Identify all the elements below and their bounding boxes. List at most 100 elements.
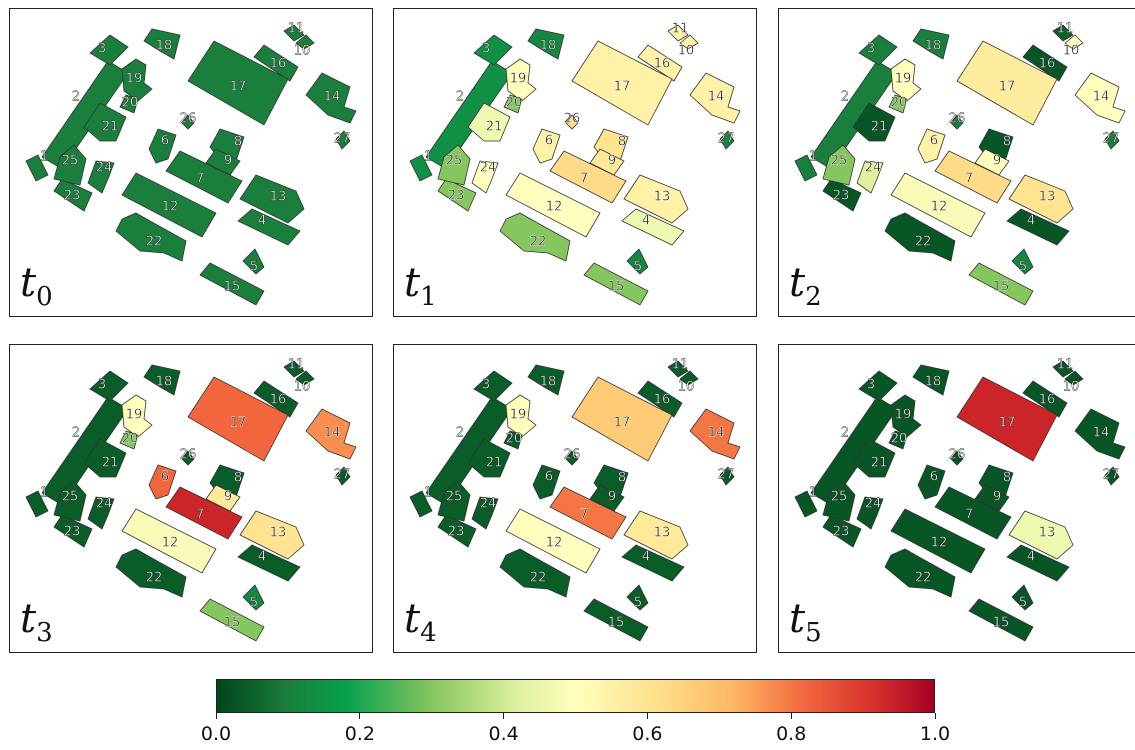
building-3 — [858, 370, 898, 402]
time-symbol: t — [789, 260, 806, 306]
building-6 — [532, 464, 561, 500]
building-14 — [1074, 408, 1126, 460]
building-label-11: 11 — [1057, 22, 1074, 37]
building-18 — [912, 28, 950, 60]
building-label-2: 2 — [456, 90, 464, 105]
building-27 — [1104, 466, 1120, 486]
building-11 — [283, 360, 305, 378]
building-21 — [83, 438, 127, 478]
building-10 — [679, 370, 699, 386]
building-label-17: 17 — [614, 80, 631, 95]
building-15 — [968, 598, 1034, 642]
building-13 — [1008, 510, 1074, 560]
colorbar-tick — [359, 713, 361, 719]
building-label-16: 16 — [1039, 57, 1056, 72]
building-4 — [621, 208, 685, 246]
building-label-2: 2 — [841, 90, 849, 105]
building-label-2: 2 — [72, 426, 80, 441]
building-17 — [571, 376, 673, 462]
building-16 — [253, 380, 299, 418]
map-panel-t2: 1 2 3 4 5 6 7 8 9 10 11 12 13 14 15 16 17 18 19 20 21 22 23 24 2… — [778, 8, 1135, 317]
building-10 — [679, 34, 699, 50]
building-label-26: 26 — [949, 112, 966, 127]
building-label-3: 3 — [867, 378, 875, 393]
building-label-19: 19 — [126, 408, 143, 423]
building-label-20: 20 — [122, 96, 139, 111]
building-label-11: 11 — [288, 358, 305, 373]
building-label-2: 2 — [456, 426, 464, 441]
building-7 — [934, 150, 1012, 204]
building-27 — [719, 466, 735, 486]
building-26 — [565, 114, 579, 130]
building-label-16: 16 — [270, 393, 287, 408]
building-22 — [115, 212, 187, 262]
building-label-16: 16 — [270, 57, 287, 72]
building-6 — [148, 464, 177, 500]
colorbar-tick — [934, 713, 936, 719]
building-label-6: 6 — [161, 134, 169, 149]
building-9 — [974, 484, 1010, 512]
building-label-18: 18 — [156, 375, 173, 390]
building-label-2: 2 — [841, 426, 849, 441]
building-18 — [143, 364, 181, 396]
building-label-19: 19 — [510, 72, 527, 87]
building-16 — [253, 44, 299, 82]
building-label-26: 26 — [564, 448, 581, 463]
building-3 — [858, 34, 898, 66]
colorbar-tick — [646, 713, 648, 719]
building-label-1: 1 — [809, 150, 817, 165]
building-27 — [719, 130, 735, 150]
building-map: 1234567891011121314151617181920212223242… — [409, 21, 741, 306]
building-21 — [467, 102, 511, 142]
building-label-12: 12 — [931, 536, 948, 551]
building-label-25: 25 — [446, 154, 463, 169]
building-label-21: 21 — [102, 120, 119, 135]
building-label-11: 11 — [672, 22, 689, 37]
building-16 — [637, 380, 683, 418]
time-index: 4 — [420, 618, 437, 648]
colorbar — [216, 679, 935, 713]
building-label-17: 17 — [999, 80, 1016, 95]
building-13 — [1008, 174, 1074, 224]
building-16 — [637, 44, 683, 82]
building-11 — [667, 24, 689, 42]
building-label-9: 9 — [608, 154, 616, 169]
building-label-8: 8 — [1003, 471, 1011, 486]
building-label-19: 19 — [895, 72, 912, 87]
building-25 — [53, 480, 87, 522]
building-21 — [852, 438, 896, 478]
building-map: 1234567891011121314151617181920212223242… — [409, 357, 741, 642]
building-7 — [549, 486, 627, 540]
building-19 — [121, 58, 153, 102]
building-11 — [283, 24, 305, 42]
building-label-25: 25 — [446, 490, 463, 505]
building-25 — [437, 480, 471, 522]
building-label-27: 27 — [1103, 132, 1120, 147]
building-10 — [295, 34, 315, 50]
building-4 — [237, 544, 301, 582]
building-label-10: 10 — [1063, 44, 1080, 59]
building-15 — [199, 262, 265, 306]
building-20 — [888, 430, 908, 450]
colorbar-tick — [790, 713, 792, 719]
building-25 — [822, 144, 856, 186]
building-label-21: 21 — [871, 456, 888, 471]
building-label-25: 25 — [62, 490, 79, 505]
building-1 — [409, 490, 433, 518]
building-label-21: 21 — [871, 120, 888, 135]
building-label-26: 26 — [180, 448, 197, 463]
building-label-7: 7 — [965, 508, 973, 523]
building-26 — [950, 450, 964, 466]
colorbar-tick-label: 0.2 — [344, 723, 375, 745]
building-26 — [565, 450, 579, 466]
building-label-23: 23 — [64, 189, 81, 204]
building-label-21: 21 — [486, 120, 503, 135]
building-label-2: 2 — [72, 90, 80, 105]
building-label-16: 16 — [654, 393, 671, 408]
building-label-27: 27 — [718, 132, 735, 147]
building-1 — [25, 490, 49, 518]
colorbar-tick-label: 0.8 — [776, 723, 807, 745]
building-5 — [242, 248, 265, 275]
building-11 — [1052, 360, 1074, 378]
building-5 — [1011, 248, 1034, 275]
